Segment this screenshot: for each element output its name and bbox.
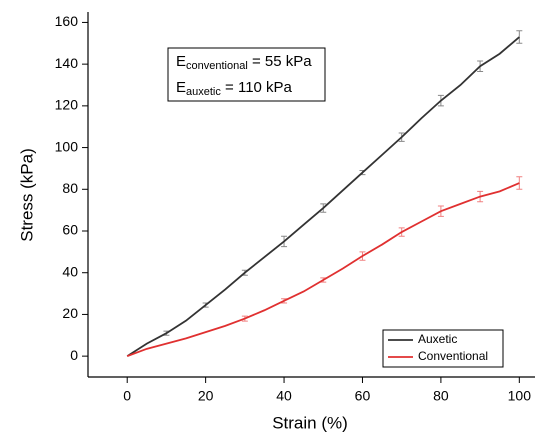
y-tick-label: 20 bbox=[62, 305, 78, 321]
y-tick-label: 120 bbox=[55, 97, 79, 113]
annotation-box bbox=[167, 47, 326, 102]
series-line bbox=[126, 182, 520, 357]
y-tick-label: 100 bbox=[55, 138, 79, 154]
y-tick-label: 140 bbox=[55, 55, 79, 71]
annotation: Eauxetic = 110 kPa bbox=[176, 79, 293, 98]
x-tick-label: 80 bbox=[433, 388, 449, 404]
series-line bbox=[126, 36, 520, 357]
y-tick-label: 160 bbox=[55, 13, 79, 29]
y-tick-label: 40 bbox=[62, 263, 78, 279]
error-bar bbox=[516, 176, 523, 190]
y-tick-label: 0 bbox=[70, 347, 78, 363]
y-axis-label: Stress (kPa) bbox=[17, 148, 36, 242]
legend-box bbox=[382, 329, 504, 368]
x-tick-label: 40 bbox=[276, 388, 292, 404]
y-tick-label: 80 bbox=[62, 180, 78, 196]
annotation-rest: = 55 kPa bbox=[248, 53, 312, 70]
x-tick-label: 60 bbox=[355, 388, 371, 404]
x-axis-label: Strain (%) bbox=[272, 413, 348, 432]
annotation-main: E bbox=[176, 53, 186, 70]
x-tick-label: 20 bbox=[198, 388, 214, 404]
annotation-sub: auxetic bbox=[186, 86, 221, 98]
x-tick-label: 100 bbox=[508, 388, 532, 404]
legend-label: Conventional bbox=[418, 349, 488, 363]
legend-label: Auxetic bbox=[418, 332, 457, 346]
annotation: Econventional = 55 kPa bbox=[176, 53, 312, 72]
y-tick-label: 60 bbox=[62, 222, 78, 238]
x-tick-label: 0 bbox=[123, 388, 131, 404]
annotation-rest: = 110 kPa bbox=[221, 79, 293, 96]
error-bar bbox=[516, 30, 523, 44]
annotation-sub: conventional bbox=[186, 60, 248, 72]
annotation-main: E bbox=[176, 79, 186, 96]
